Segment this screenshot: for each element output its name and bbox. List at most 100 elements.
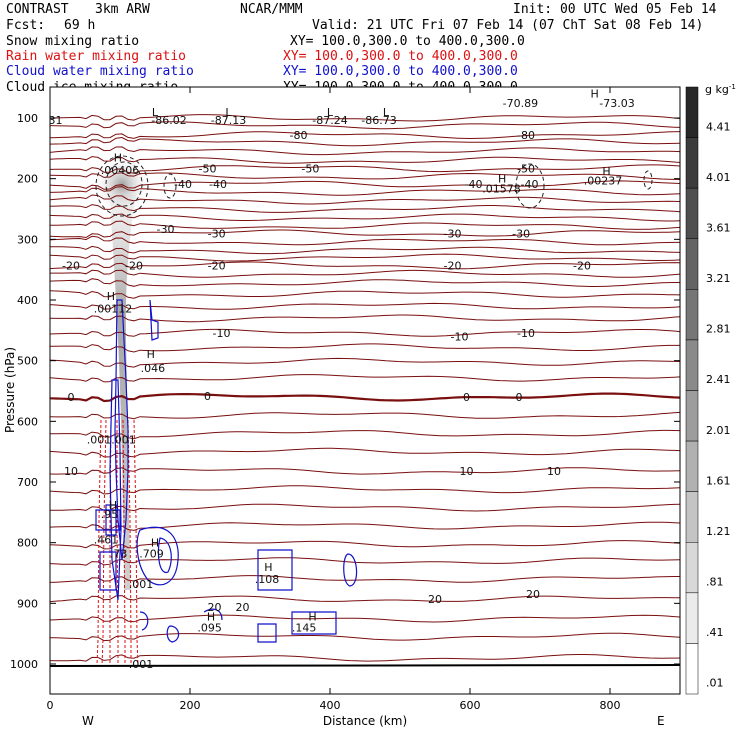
- high-marker: H: [147, 348, 155, 361]
- contour-label: 0: [68, 391, 75, 404]
- cloud-ice-contour: [163, 173, 177, 199]
- colorbar-swatch: [685, 440, 699, 492]
- x-axis: 0 200 400 600 800: [47, 87, 621, 712]
- colorbar-swatch: [685, 592, 699, 644]
- colorbar-unit: g kg-1: [705, 83, 736, 96]
- cloud-water-contour: [166, 625, 180, 643]
- contour-label: -50: [199, 162, 217, 175]
- colorbar-tick-label: 3.61: [706, 221, 731, 234]
- high-marker: H: [207, 611, 215, 624]
- low-marker: L: [152, 106, 159, 119]
- rain-contour: [133, 419, 139, 666]
- high-marker: H: [114, 151, 122, 164]
- legend-cloud-water-label: Cloud water mixing ratio: [6, 64, 194, 79]
- temperature-contour: [50, 467, 680, 475]
- contour-label: .095: [197, 622, 222, 635]
- colorbar: g kg-1 4.41 4.01 3.61 3.21 2.81 2.41 2.01 1.61 1…: [685, 83, 736, 695]
- temperature-contour: [50, 278, 680, 287]
- colorbar-tick-label: 2.01: [706, 424, 731, 437]
- contour-label: .461: [94, 534, 119, 547]
- contour-label: -86.02: [151, 114, 186, 127]
- contour-label: .709: [139, 548, 164, 561]
- y-tick-label: 700: [17, 476, 38, 489]
- cloud-ice-contour: [643, 170, 653, 190]
- contour-label: .145: [292, 622, 317, 635]
- y-axis-label: Pressure (hPa): [3, 347, 17, 433]
- y-tick-label: 400: [17, 294, 38, 307]
- cloud-ice-contour: [95, 155, 149, 217]
- cloud-water-contour: [109, 379, 122, 601]
- high-marker: H: [602, 165, 610, 178]
- temperature-contour: [50, 557, 680, 566]
- temperature-contour: [50, 314, 680, 323]
- temperature-contour: [50, 614, 680, 623]
- rain-contour: [101, 419, 107, 666]
- colorbar-swatch: [685, 187, 699, 240]
- cloud-water-contour: [99, 551, 117, 591]
- contour-label: .046: [141, 362, 166, 375]
- plot-area: [50, 87, 680, 694]
- contour-label: -30: [157, 223, 175, 236]
- colorbar-swatch: [685, 339, 699, 391]
- contour-label: 20: [526, 588, 540, 601]
- colorbar-swatch: [685, 86, 699, 138]
- contour-label: -40: [174, 178, 192, 191]
- rain-contour: [122, 419, 126, 665]
- valid-time: Valid: 21 UTC Fri 07 Feb 14 (07 ChT Sat …: [312, 18, 703, 33]
- high-marker: H: [151, 537, 159, 550]
- cloud-water-contour: [114, 299, 129, 561]
- contour-label: -40: [521, 178, 539, 191]
- extrema-markers: L L L L H H H H H H H H H H H: [107, 88, 611, 624]
- contour-label: -50: [301, 162, 319, 175]
- zero-isotherm: [50, 392, 680, 403]
- cloud-water-contour: [203, 608, 223, 621]
- contour-label: -10: [213, 327, 231, 340]
- legend-rain-xy: XY= 100.0,300.0 to 400.0,300.0: [283, 49, 518, 64]
- plot-frame: [49, 86, 681, 695]
- contour-label: .001: [129, 578, 154, 591]
- contour-label: 0: [463, 391, 470, 404]
- temperature-contour: [50, 429, 680, 440]
- temperature-contour: [50, 654, 680, 662]
- colorbar-tick-label: 2.81: [706, 323, 731, 336]
- colorbar-swatch: [685, 289, 699, 341]
- contour-label: -10: [451, 330, 469, 343]
- y-tick-label: 200: [17, 173, 38, 186]
- init-time: Init: 00 UTC Wed 05 Feb 14: [513, 2, 717, 17]
- cloud-water-contour: [95, 509, 121, 531]
- y-tick-label: 300: [17, 233, 38, 246]
- temperature-contour: [50, 164, 680, 174]
- cloud-water-contour: [105, 504, 117, 536]
- contour-label: -30: [512, 227, 530, 240]
- temperature-contour: [50, 220, 680, 230]
- cloud-water-contour: [136, 526, 179, 586]
- temperature-contour: [50, 357, 680, 368]
- cloud-water-contours: [95, 299, 358, 643]
- cloud-water-contour: [157, 537, 172, 574]
- colorbar-swatch: [685, 238, 699, 290]
- contour-label: -20: [62, 259, 80, 272]
- low-marker: L: [327, 106, 334, 119]
- model-config: 3km ARW: [95, 2, 150, 17]
- temperature-contour: [50, 485, 680, 495]
- contour-label: -30: [208, 227, 226, 240]
- cloud-water-contour: [257, 623, 277, 643]
- y-tick-label: 800: [17, 537, 38, 550]
- high-marker: H: [308, 611, 316, 624]
- contour-label: -87.13: [211, 114, 246, 127]
- temperature-contour: [50, 290, 680, 299]
- contour-label: -10: [517, 327, 535, 340]
- contour-label: .73: [110, 548, 128, 561]
- contour-label: -40: [209, 178, 227, 191]
- y-tick-label: 500: [17, 355, 38, 368]
- temperature-contour: [50, 343, 680, 353]
- temperature-contour: [50, 229, 680, 239]
- contour-label: .01578: [482, 182, 521, 195]
- organization: NCAR/MMM: [240, 2, 303, 17]
- temperature-contour: [50, 194, 680, 205]
- temperature-contour: [50, 131, 680, 140]
- contour-label: -86.73: [361, 114, 396, 127]
- high-marker: H: [264, 561, 272, 574]
- surface-line: [50, 664, 680, 667]
